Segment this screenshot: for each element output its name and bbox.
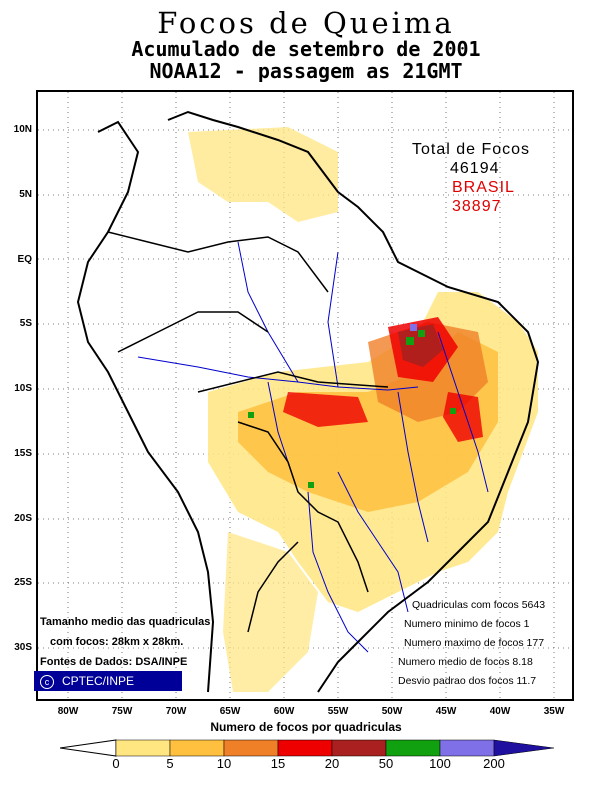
satellite-pass: NOAA12 - passagem as 21GMT <box>149 59 463 83</box>
country-borders <box>107 231 389 633</box>
lon-label-65w: 65W <box>219 706 241 717</box>
legend-swatch-2 <box>223 739 279 757</box>
fire-cell-green-2 <box>418 330 425 337</box>
totals-panel: Total de Focos 46194 BRASIL 38897 <box>412 140 530 216</box>
country-label: BRASIL <box>452 179 515 196</box>
stats-panel: Quadriculas com focos 5643 Numero minimo… <box>398 596 545 691</box>
lat-label-30s: 30S <box>14 642 32 653</box>
lat-label-10s: 10S <box>14 383 32 394</box>
legend-swatch-5 <box>385 739 441 757</box>
lon-label-55w: 55W <box>327 706 349 717</box>
fire-cell-green-3 <box>308 482 314 488</box>
rivers <box>137 241 489 653</box>
lon-label-60w: 60W <box>273 706 295 717</box>
map-frame <box>36 90 574 701</box>
copyright-icon: c <box>40 674 54 689</box>
lon-label-40w: 40W <box>489 706 511 717</box>
legend-break-100: 100 <box>429 756 451 771</box>
legend-swatch-1 <box>169 739 225 757</box>
fire-cell-purple-1 <box>410 324 417 331</box>
fire-region-red-3 <box>443 392 483 442</box>
south-america-coast <box>76 110 540 693</box>
fire-cell-green-4 <box>248 412 254 418</box>
fire-cell-green-1 <box>406 337 414 345</box>
country-total: 38897 <box>452 198 502 215</box>
color-legend <box>60 739 555 757</box>
lat-label-15s: 15S <box>14 448 32 459</box>
map-title: Focos de Queima <box>157 6 455 40</box>
lon-label-80w: 80W <box>57 706 79 717</box>
totals-label: Total de Focos <box>412 141 531 158</box>
fire-region-south <box>223 532 318 692</box>
legend-swatch-4 <box>331 739 387 757</box>
legend-break-20: 20 <box>324 756 340 771</box>
lat-label-20s: 20S <box>14 513 32 524</box>
map-subtitle: Acumulado de setembro de 2001 <box>131 37 481 61</box>
note-data-source: Fontes de Dados: DSA/INPE <box>40 656 188 668</box>
coastlines-and-borders <box>76 110 540 693</box>
cptec-logo-text: CPTEC/INPE <box>62 674 135 688</box>
legend-swatch-6 <box>439 739 495 757</box>
note-cell-size: Tamanho medio das quadriculas <box>40 616 211 628</box>
note-cell-dimensions: com focos: 28km x 28km. <box>50 636 184 648</box>
fire-map <box>38 92 572 699</box>
lat-label-5n: 5N <box>19 189 32 200</box>
fire-region-north <box>188 127 338 222</box>
legend-swatch-0 <box>115 739 171 757</box>
stat-cells: Quadriculas com focos 5643 <box>412 599 546 611</box>
lat-label-5s: 5S <box>19 318 32 329</box>
legend-break-0: 0 <box>112 756 120 771</box>
lat-label-eq: EQ <box>17 254 32 265</box>
fire-cell-green-5 <box>450 408 456 414</box>
stat-std: Desvio padrao dos focos 11.7 <box>398 675 537 687</box>
lat-label-25s: 25S <box>14 577 32 588</box>
lon-label-50w: 50W <box>381 706 403 717</box>
legend-left-arrow <box>60 739 117 757</box>
stat-mean: Numero medio de focos 8.18 <box>398 656 533 668</box>
legend-break-15: 15 <box>270 756 286 771</box>
lon-label-45w: 45W <box>435 706 457 717</box>
notes-panel: Tamanho medio das quadriculas com focos:… <box>40 612 210 672</box>
lon-label-35w: 35W <box>543 706 565 717</box>
fire-region-darkred-1 <box>398 324 443 367</box>
lon-label-75w: 75W <box>111 706 133 717</box>
lat-label-10n: 10N <box>13 124 32 135</box>
legend-swatch-3 <box>277 739 333 757</box>
total-value: 46194 <box>450 160 500 177</box>
fire-density-regions <box>188 127 538 692</box>
lon-label-70w: 70W <box>165 706 187 717</box>
stat-min: Numero minimo de focos 1 <box>404 618 530 630</box>
stat-max: Numero maximo de focos 177 <box>404 637 545 649</box>
fire-region-red-2 <box>283 392 368 427</box>
legend-break-200: 200 <box>483 756 505 771</box>
legend-break-10: 10 <box>216 756 232 771</box>
legend-right-arrow <box>493 739 555 757</box>
legend-title: Numero de focos por quadriculas <box>210 720 402 734</box>
legend-break-5: 5 <box>166 756 174 771</box>
cptec-logo: c CPTEC/INPE <box>34 671 182 691</box>
legend-break-50: 50 <box>378 756 394 771</box>
